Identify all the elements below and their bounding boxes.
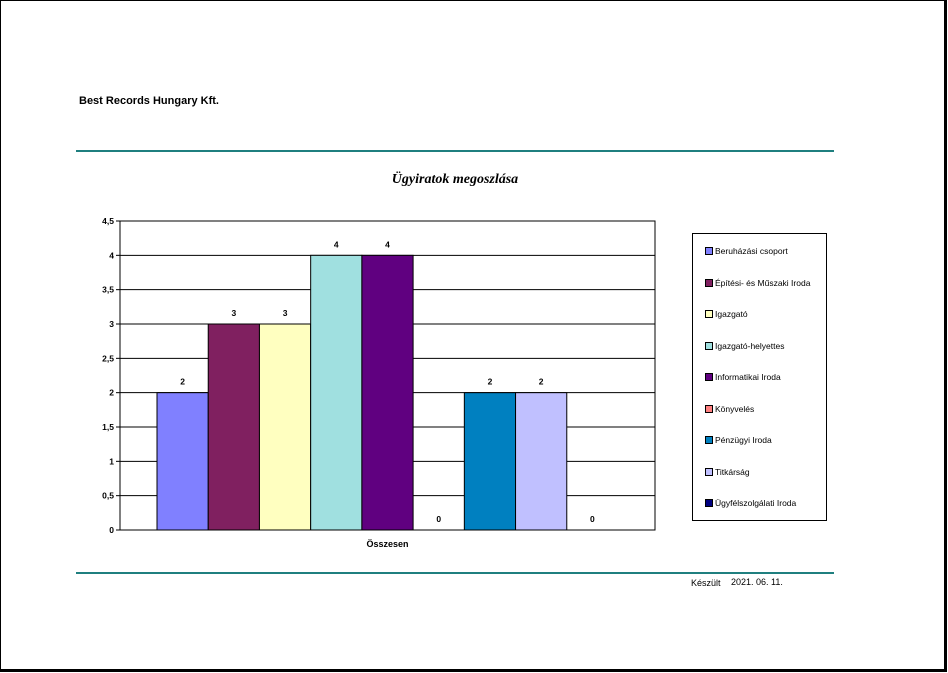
legend-item: Beruházási csoport [705, 245, 788, 257]
legend-label: Pénzügyi Iroda [715, 435, 772, 445]
legend-swatch [705, 467, 713, 476]
legend-swatch [705, 341, 713, 350]
y-tick-label: 4,5 [102, 216, 114, 226]
y-tick-label: 0 [109, 525, 114, 535]
bar [515, 392, 568, 531]
legend-item: Igazgató-helyettes [705, 340, 784, 352]
data-label: 3 [231, 308, 236, 318]
data-label: 0 [436, 514, 441, 524]
data-label: 2 [488, 377, 493, 387]
bar [207, 323, 260, 531]
bar [310, 254, 363, 531]
legend-label: Ügyfélszolgálati Iroda [715, 498, 797, 508]
bar [361, 254, 414, 531]
y-tick-label: 2,5 [102, 353, 114, 363]
legend-label: Beruházási csoport [715, 246, 788, 256]
legend-item: Ügyfélszolgálati Iroda [705, 497, 796, 509]
data-label: 0 [590, 514, 595, 524]
legend-swatch [705, 404, 713, 413]
legend-label: Informatikai Iroda [715, 372, 781, 382]
data-label: 2 [539, 377, 544, 387]
y-tick-label: 0,5 [102, 491, 114, 501]
y-tick-label: 2 [109, 388, 114, 398]
bar [258, 323, 312, 531]
chart-title: Ügyiratok megoszlása [391, 172, 519, 187]
legend-swatch [705, 436, 713, 444]
legend-label: Könyvelés [715, 403, 755, 414]
y-tick-label: 1 [109, 456, 114, 466]
legend-item: Informatikai Iroda [705, 371, 781, 383]
data-label: 4 [334, 239, 339, 249]
created-label: Készült [691, 578, 721, 588]
legend-label: Építési- és Műszaki Iroda [715, 277, 811, 288]
legend-swatch [705, 278, 713, 287]
y-tick-label: 4 [109, 250, 114, 260]
legend-swatch [705, 373, 713, 381]
data-label: 2 [180, 377, 185, 387]
legend-item: Pénzügyi Iroda [705, 434, 772, 446]
legend-item: Titkárság [705, 466, 750, 478]
company-name: Best Records Hungary Kft. [79, 95, 219, 107]
legend-label: Igazgató-helyettes [715, 340, 785, 351]
footer-divider [76, 572, 834, 574]
y-tick-label: 3 [109, 319, 114, 329]
legend-swatch [705, 247, 713, 255]
legend-label: Titkárság [715, 466, 750, 477]
bar [463, 392, 517, 531]
data-label: 3 [283, 308, 288, 318]
y-tick-label: 1,5 [102, 422, 114, 432]
created-date: 2021. 06. 11. [731, 577, 783, 587]
legend-swatch [705, 310, 713, 318]
legend-item: Igazgató [705, 308, 748, 320]
legend-item: Építési- és Műszaki Iroda [705, 277, 810, 289]
legend-label: Igazgató [715, 309, 748, 319]
header-divider [76, 150, 834, 152]
data-label: 4 [385, 239, 390, 249]
y-tick-label: 3,5 [102, 285, 114, 295]
legend-swatch [705, 499, 713, 507]
x-category-label: Összesen [366, 539, 408, 549]
legend-item: Könyvelés [705, 403, 754, 415]
bar [156, 392, 209, 531]
chart-legend: Beruházási csoport Építési- és Műszaki Ir… [692, 233, 827, 521]
